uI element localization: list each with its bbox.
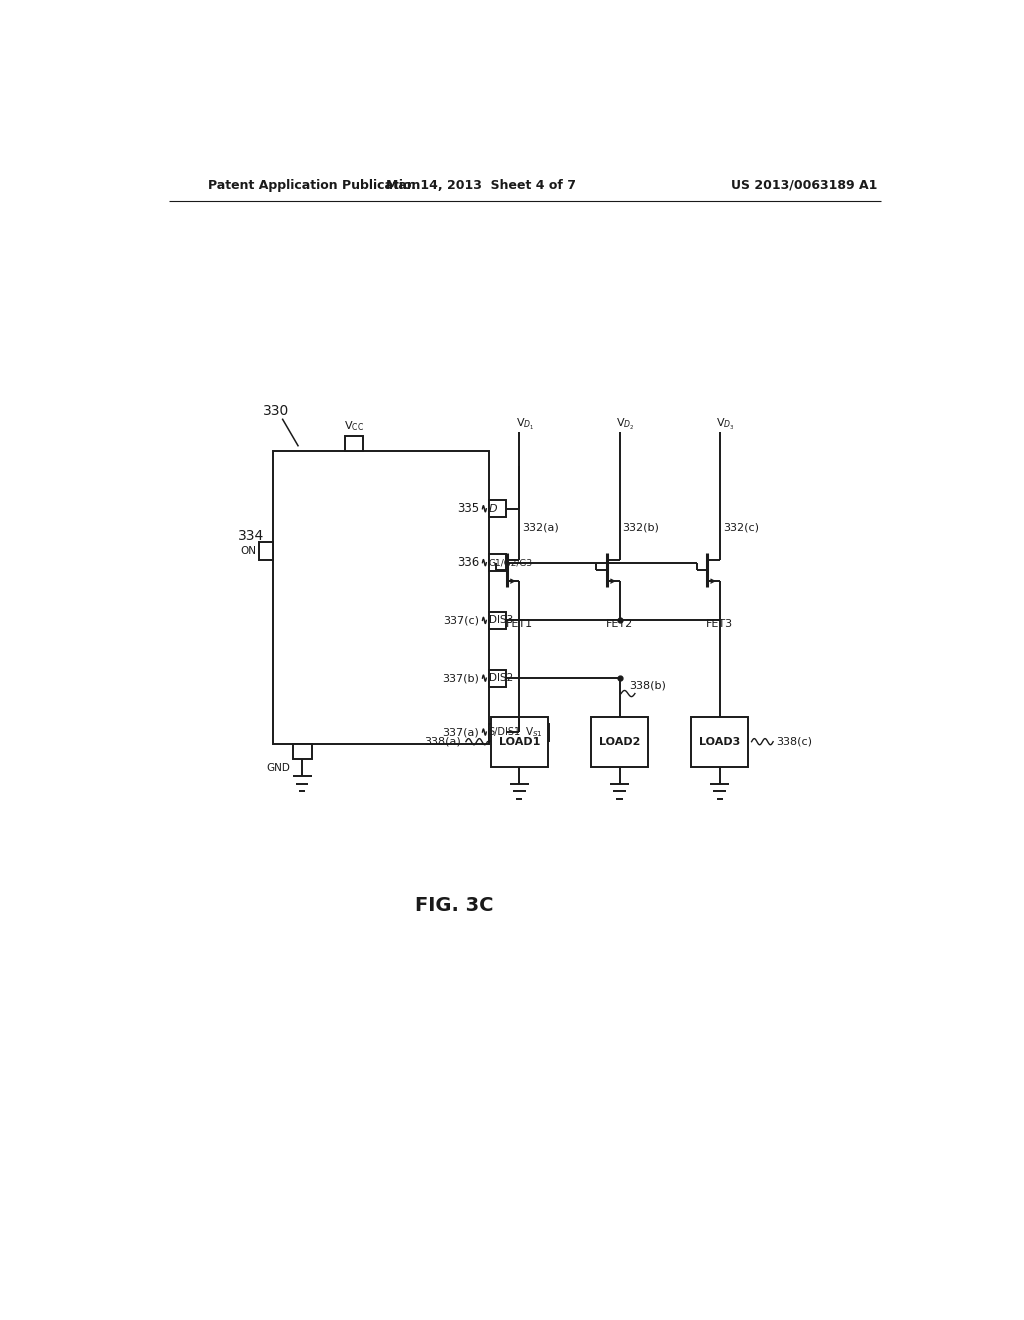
Bar <box>519 723 549 741</box>
Text: 338(b): 338(b) <box>629 681 666 690</box>
Text: 337(c): 337(c) <box>443 615 479 626</box>
Text: 338(c): 338(c) <box>776 737 812 747</box>
Text: V$_{\mathrm{CC}}$: V$_{\mathrm{CC}}$ <box>344 420 364 433</box>
Text: 335: 335 <box>458 502 479 515</box>
Text: FET3: FET3 <box>706 619 733 628</box>
Text: V$_{D_1}$: V$_{D_1}$ <box>515 417 535 432</box>
Text: 338(a): 338(a) <box>425 737 461 747</box>
Text: FET1: FET1 <box>506 619 532 628</box>
Text: LOAD2: LOAD2 <box>599 737 640 747</box>
Text: 330: 330 <box>263 404 289 418</box>
Bar <box>345 436 364 451</box>
Bar <box>259 543 273 561</box>
Text: 337(a): 337(a) <box>442 727 479 737</box>
Bar <box>490 717 548 767</box>
Bar <box>691 717 749 767</box>
Text: 332(b): 332(b) <box>623 523 659 533</box>
Text: 332(a): 332(a) <box>522 523 559 533</box>
Text: G1/G2/G3: G1/G2/G3 <box>488 558 532 568</box>
Text: V$_{D_3}$: V$_{D_3}$ <box>716 417 734 432</box>
Text: 337(b): 337(b) <box>442 673 479 684</box>
Bar <box>488 554 506 572</box>
Text: Patent Application Publication: Patent Application Publication <box>208 178 420 191</box>
Text: D: D <box>488 504 498 513</box>
Text: US 2013/0063189 A1: US 2013/0063189 A1 <box>731 178 878 191</box>
Bar <box>488 612 506 628</box>
Text: 332(c): 332(c) <box>723 523 759 533</box>
Text: V$_{D_2}$: V$_{D_2}$ <box>615 417 634 432</box>
Bar <box>293 743 311 759</box>
Bar <box>273 451 488 743</box>
Bar <box>488 669 506 686</box>
Text: ON: ON <box>240 546 256 556</box>
Text: 334: 334 <box>238 529 264 543</box>
Text: DIS2: DIS2 <box>488 673 513 684</box>
Bar <box>488 723 506 741</box>
Text: S/DIS1: S/DIS1 <box>488 727 521 737</box>
Text: LOAD3: LOAD3 <box>699 737 740 747</box>
Text: V$_{S1}$: V$_{S1}$ <box>525 725 543 739</box>
Text: DIS3: DIS3 <box>488 615 513 626</box>
Text: LOAD1: LOAD1 <box>499 737 540 747</box>
Text: Mar. 14, 2013  Sheet 4 of 7: Mar. 14, 2013 Sheet 4 of 7 <box>386 178 575 191</box>
Text: GND: GND <box>266 763 290 774</box>
Text: FIG. 3C: FIG. 3C <box>415 896 494 915</box>
Bar <box>591 717 648 767</box>
Bar <box>488 500 506 517</box>
Text: 336: 336 <box>457 556 479 569</box>
Text: FET2: FET2 <box>606 619 633 628</box>
